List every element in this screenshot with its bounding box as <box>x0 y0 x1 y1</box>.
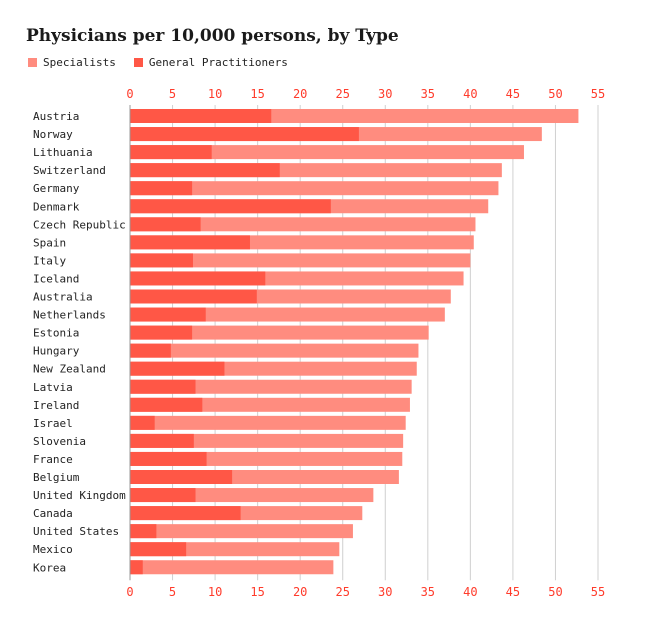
bar-general-practitioners <box>130 451 207 466</box>
category-label: France <box>33 453 73 466</box>
bar-general-practitioners <box>130 127 359 142</box>
bar-general-practitioners <box>130 560 143 575</box>
category-label: Slovenia <box>33 435 86 448</box>
legend-item-specialists: Specialists <box>28 56 116 69</box>
bar-general-practitioners <box>130 397 203 412</box>
category-label: New Zealand <box>33 363 106 376</box>
category-label: United States <box>33 525 119 538</box>
x-tick-label-top: 15 <box>250 87 264 101</box>
x-tick-label-top: 10 <box>208 87 222 101</box>
category-label: Czech Republic <box>33 218 126 231</box>
category-label: Iceland <box>33 272 79 285</box>
category-label: Italy <box>33 254 66 267</box>
x-tick-label-bottom: 35 <box>421 585 435 599</box>
x-tick-label-top: 50 <box>548 87 562 101</box>
bar-specialists <box>130 560 334 575</box>
bar-general-practitioners <box>130 524 157 539</box>
bar-general-practitioners <box>130 470 233 484</box>
bar-specialists <box>130 379 412 394</box>
category-label: Austria <box>33 110 79 123</box>
legend-swatch-general-practitioners <box>133 58 143 67</box>
bar-general-practitioners <box>130 271 266 286</box>
x-tick-label-bottom: 25 <box>336 585 350 599</box>
bar-general-practitioners <box>130 307 206 322</box>
legend-label-specialists: Specialists <box>43 56 116 69</box>
bar-specialists <box>130 415 406 430</box>
x-tick-label-bottom: 10 <box>208 585 222 599</box>
bar-general-practitioners <box>130 361 225 376</box>
bar-specialists <box>130 524 353 539</box>
legend-label-general-practitioners: General Practitioners <box>148 56 288 69</box>
category-label: Canada <box>33 507 73 520</box>
bar-specialists <box>130 307 445 322</box>
bar-general-practitioners <box>130 235 250 250</box>
category-label: Ireland <box>33 399 79 412</box>
legend: Specialists General Practitioners <box>28 56 288 69</box>
x-tick-label-bottom: 55 <box>591 585 605 599</box>
category-label: Netherlands <box>33 309 106 322</box>
bar-general-practitioners <box>130 542 187 557</box>
bar-general-practitioners <box>130 109 272 123</box>
bar-general-practitioners <box>130 217 201 232</box>
bar-specialists <box>130 433 404 448</box>
bar-general-practitioners <box>130 163 280 178</box>
x-tick-label-bottom: 45 <box>506 585 520 599</box>
category-label: Spain <box>33 236 66 249</box>
bar-specialists <box>130 343 419 358</box>
category-label: Belgium <box>33 471 80 484</box>
x-tick-label-top: 55 <box>591 87 605 101</box>
category-label: Israel <box>33 417 73 430</box>
category-label: Latvia <box>33 381 73 394</box>
bar-specialists <box>130 253 471 268</box>
x-tick-label-top: 20 <box>293 87 307 101</box>
category-label: Estonia <box>33 327 79 340</box>
bar-specialists <box>130 181 499 196</box>
category-label: Hungary <box>33 345 80 358</box>
x-tick-label-bottom: 15 <box>250 585 264 599</box>
bar-general-practitioners <box>130 199 331 214</box>
x-tick-label-top: 35 <box>421 87 435 101</box>
bar-general-practitioners <box>130 289 257 304</box>
category-label: Norway <box>33 128 73 141</box>
bar-specialists <box>130 325 429 340</box>
x-tick-label-top: 0 <box>126 87 133 101</box>
category-label: United Kingdom <box>33 489 126 502</box>
category-label: Korea <box>33 561 66 574</box>
x-tick-label-top: 45 <box>506 87 520 101</box>
x-tick-label-bottom: 5 <box>169 585 176 599</box>
x-tick-label-bottom: 0 <box>126 585 133 599</box>
category-label: Australia <box>33 291 93 304</box>
bar-general-practitioners <box>130 145 212 160</box>
x-tick-label-bottom: 50 <box>548 585 562 599</box>
bar-specialists <box>130 217 476 232</box>
x-tick-label-bottom: 40 <box>463 585 477 599</box>
category-label: Switzerland <box>33 164 106 177</box>
x-tick-label-bottom: 20 <box>293 585 307 599</box>
bar-general-practitioners <box>130 488 196 503</box>
x-tick-label-top: 30 <box>378 87 392 101</box>
category-label: Denmark <box>33 200 80 213</box>
bar-general-practitioners <box>130 181 193 196</box>
x-tick-label-top: 5 <box>169 87 176 101</box>
bar-general-practitioners <box>130 415 155 430</box>
x-tick-label-top: 40 <box>463 87 477 101</box>
category-label: Lithuania <box>33 146 93 159</box>
x-tick-label-top: 25 <box>336 87 350 101</box>
bar-general-practitioners <box>130 325 193 340</box>
legend-swatch-specialists <box>28 58 37 67</box>
category-label: Germany <box>33 182 80 195</box>
legend-item-general-practitioners: General Practitioners <box>133 56 288 69</box>
category-label: Mexico <box>33 543 73 556</box>
bar-general-practitioners <box>130 506 241 521</box>
bar-specialists <box>130 145 524 160</box>
bar-general-practitioners <box>130 253 193 268</box>
x-tick-label-bottom: 30 <box>378 585 392 599</box>
chart-title: Physicians per 10,000 persons, by Type <box>26 26 399 46</box>
bar-general-practitioners <box>130 343 171 358</box>
bar-general-practitioners <box>130 379 196 394</box>
bar-general-practitioners <box>130 433 194 448</box>
